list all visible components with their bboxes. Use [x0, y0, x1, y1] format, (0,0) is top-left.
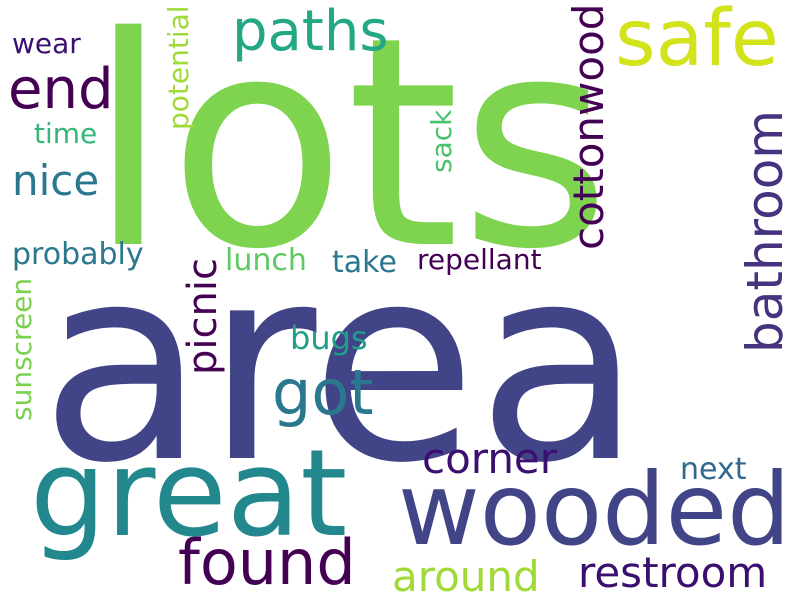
word-restroom: restroom	[578, 548, 768, 597]
word-sunscreen: sunscreen	[5, 277, 38, 421]
word-probably: probably	[12, 237, 144, 272]
word-end: end	[8, 57, 114, 122]
word-bathroom: bathroom	[736, 109, 794, 353]
word-found: found	[178, 526, 356, 599]
word-wear: wear	[12, 27, 81, 60]
word-around: around	[392, 552, 540, 600]
word-repellant: repellant	[417, 243, 542, 276]
word-lunch: lunch	[225, 243, 307, 278]
word-paths: paths	[232, 0, 389, 64]
word-great: great	[30, 425, 348, 564]
word-potential: potential	[162, 5, 195, 130]
word-cottonwood: cottonwood	[564, 3, 613, 250]
word-corner: corner	[422, 434, 558, 483]
word-got: got	[272, 356, 374, 429]
word-picnic: picnic	[180, 258, 226, 375]
word-time: time	[34, 117, 98, 150]
word-sack: sack	[425, 109, 458, 173]
word-bugs: bugs	[290, 319, 368, 357]
word-lots: lots	[88, 0, 611, 313]
word-safe: safe	[615, 0, 779, 84]
word-wooded: wooded	[398, 451, 791, 568]
word-next: next	[680, 452, 747, 487]
word-take: take	[332, 245, 397, 280]
word-area: area	[40, 207, 643, 522]
word-nice: nice	[12, 156, 100, 205]
